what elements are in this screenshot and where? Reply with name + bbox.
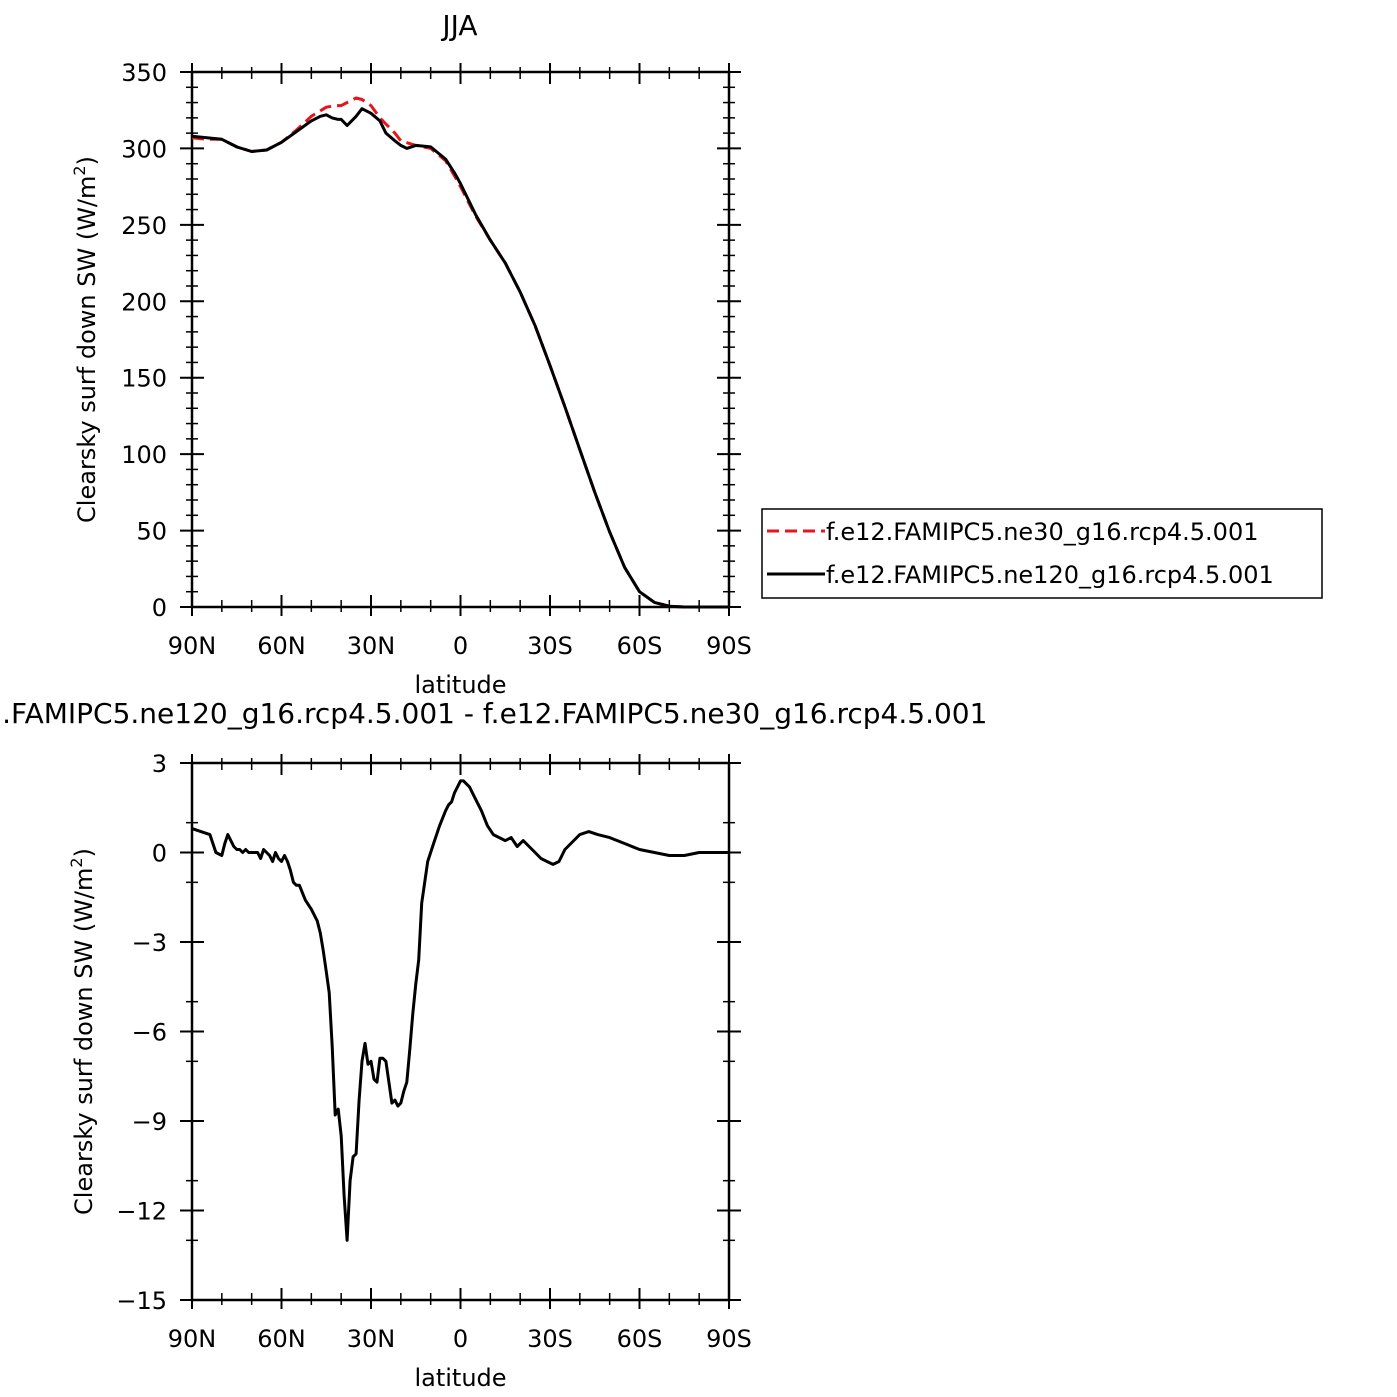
series-line-2 bbox=[191, 107, 729, 609]
y-tick-label: 250 bbox=[121, 212, 167, 240]
y-tick-label: 100 bbox=[121, 441, 167, 469]
x-tick-label: 90S bbox=[706, 1325, 752, 1353]
chart-title: f.e12.FAMIPC5.ne120_g16.rcp4.5.001 - f.e… bbox=[0, 697, 987, 730]
x-tick-label: 60S bbox=[617, 1325, 663, 1353]
chart-panel-2: f.e12.FAMIPC5.ne120_g16.rcp4.5.001 - f.e… bbox=[0, 697, 987, 1392]
y-tick-label: −12 bbox=[116, 1198, 167, 1226]
y-axis-label-superscript: 2 bbox=[67, 857, 86, 867]
x-tick-label: 0 bbox=[453, 632, 468, 660]
x-axis-label: latitude bbox=[414, 1364, 506, 1392]
x-tick-label: 30N bbox=[347, 1325, 396, 1353]
series-line-1 bbox=[191, 779, 729, 1242]
legend-label-1: f.e12.FAMIPC5.ne30_g16.rcp4.5.001 bbox=[826, 518, 1259, 546]
y-axis-label-text: Clearsky surf down SW (W/m bbox=[73, 176, 101, 523]
x-tick-label: 30N bbox=[347, 632, 396, 660]
x-tick-label: 60N bbox=[257, 1325, 306, 1353]
y-tick-label: 150 bbox=[121, 365, 167, 393]
x-axis-label: latitude bbox=[414, 671, 506, 699]
x-tick-label: 60N bbox=[257, 632, 306, 660]
y-tick-label: −9 bbox=[132, 1108, 167, 1136]
y-tick-label: −3 bbox=[132, 929, 167, 957]
y-tick-label: 0 bbox=[152, 840, 167, 868]
y-tick-label: −6 bbox=[132, 1019, 167, 1047]
chart-panel-1: JJA 90N 60N 30N 0 30S 60S 90S 0 50 100 150 200 250 300… bbox=[70, 9, 1323, 699]
y-axis-label-close: ) bbox=[73, 156, 101, 165]
legend-box bbox=[761, 508, 1323, 599]
y-tick-label: 0 bbox=[152, 594, 167, 622]
x-tick-label: 90N bbox=[168, 632, 217, 660]
series-line-1 bbox=[191, 96, 729, 609]
y-axis-label-superscript: 2 bbox=[70, 165, 89, 175]
y-axis-label: Clearsky surf down SW (W/m2) bbox=[67, 848, 98, 1215]
y-axis-label-close: ) bbox=[70, 848, 98, 857]
y-tick-label: 50 bbox=[136, 518, 167, 546]
y-tick-label: −15 bbox=[116, 1287, 167, 1315]
y-tick-label: 200 bbox=[121, 288, 167, 316]
legend: f.e12.FAMIPC5.ne30_g16.rcp4.5.001 f.e12.F… bbox=[761, 508, 1323, 599]
legend-label-2: f.e12.FAMIPC5.ne120_g16.rcp4.5.001 bbox=[826, 561, 1274, 589]
plot-frame bbox=[190, 761, 731, 1302]
y-axis-label-text: Clearsky surf down SW (W/m bbox=[70, 868, 98, 1215]
y-tick-label: 3 bbox=[152, 750, 167, 778]
x-tick-label: 0 bbox=[453, 1325, 468, 1353]
plot-frame bbox=[190, 70, 731, 609]
chart-title: JJA bbox=[440, 9, 477, 42]
x-tick-label: 90S bbox=[706, 632, 752, 660]
y-tick-label: 350 bbox=[121, 59, 167, 87]
x-tick-label: 30S bbox=[527, 632, 573, 660]
x-tick-label: 60S bbox=[617, 632, 663, 660]
y-axis-label: Clearsky surf down SW (W/m2) bbox=[70, 156, 101, 523]
x-tick-label: 90N bbox=[168, 1325, 217, 1353]
x-tick-label: 30S bbox=[527, 1325, 573, 1353]
y-tick-label: 300 bbox=[121, 135, 167, 163]
